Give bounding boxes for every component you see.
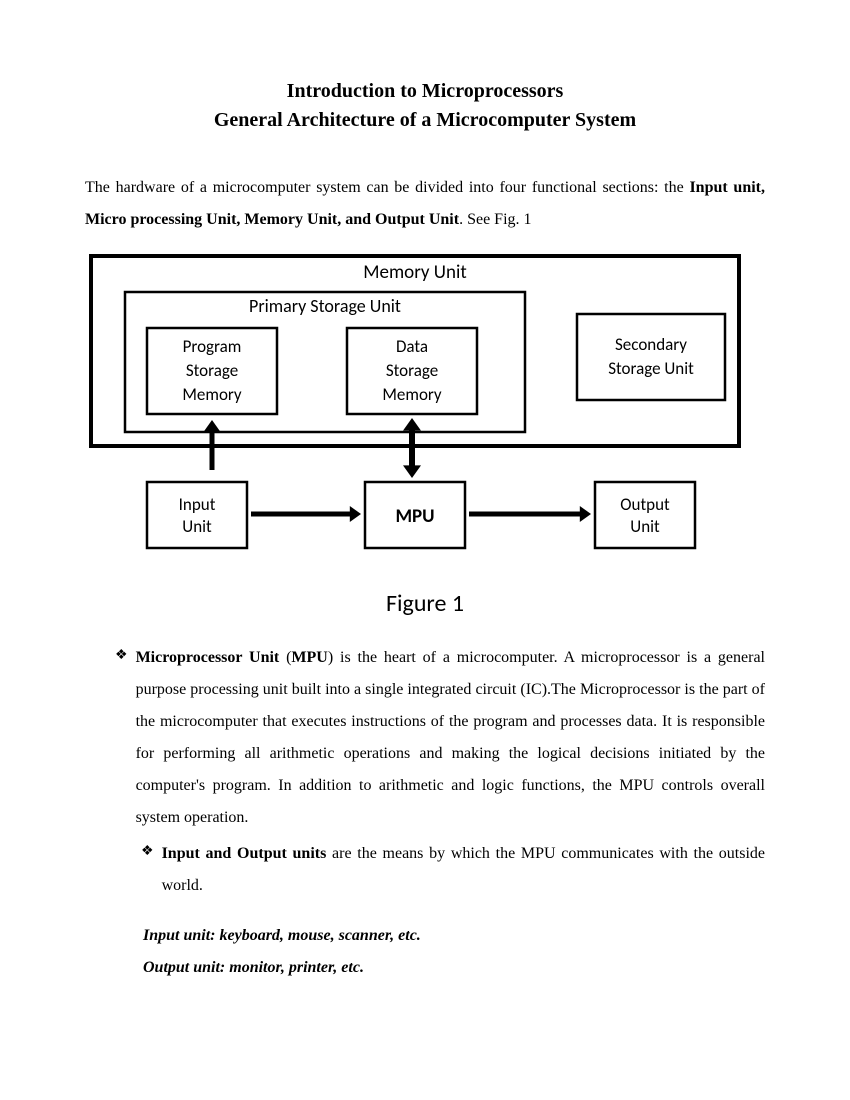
intro-paragraph: The hardware of a microcomputer system c…: [85, 172, 765, 236]
mpu-bullet: ❖ Microprocessor Unit (MPU) is the heart…: [115, 642, 765, 834]
svg-text:MPU: MPU: [395, 505, 434, 528]
title-line-2: General Architecture of a Microcomputer …: [85, 109, 765, 132]
diamond-bullet-icon: ❖: [115, 642, 128, 670]
svg-text:Unit: Unit: [182, 516, 212, 537]
svg-text:Memory: Memory: [182, 384, 242, 405]
intro-text-c: . See Fig. 1: [459, 211, 531, 228]
svg-text:Storage: Storage: [386, 360, 438, 381]
svg-text:Secondary: Secondary: [615, 334, 687, 355]
svg-text:Memory: Memory: [382, 384, 442, 405]
input-examples: Input unit: keyboard, mouse, scanner, et…: [143, 920, 765, 952]
svg-text:Data: Data: [396, 336, 428, 357]
architecture-diagram: Memory Unit Primary Storage Unit Program St…: [85, 250, 745, 575]
intro-text-a: The hardware of a microcomputer system c…: [85, 179, 689, 196]
svg-text:Storage Unit: Storage Unit: [608, 358, 694, 379]
io-term: Input and Output units: [162, 845, 327, 862]
svg-text:Memory Unit: Memory Unit: [363, 261, 467, 284]
mpu-desc: ) is the heart of a microcomputer. A mic…: [136, 649, 765, 826]
svg-text:Storage: Storage: [186, 360, 238, 381]
svg-text:Output: Output: [620, 494, 670, 515]
figure-caption: Figure 1: [85, 589, 765, 618]
mpu-paren-open: (: [279, 649, 291, 666]
io-bullet: ❖ Input and Output units are the means b…: [141, 838, 765, 902]
svg-text:Input: Input: [179, 494, 216, 515]
output-examples: Output unit: monitor, printer, etc.: [143, 952, 765, 984]
mpu-abbr: MPU: [291, 649, 327, 666]
svg-text:Program: Program: [183, 336, 242, 357]
svg-text:Primary Storage Unit: Primary Storage Unit: [249, 295, 401, 317]
diamond-bullet-icon: ❖: [141, 838, 154, 866]
svg-text:Unit: Unit: [630, 516, 660, 537]
mpu-term: Microprocessor Unit: [136, 649, 280, 666]
examples-block: Input unit: keyboard, mouse, scanner, et…: [143, 920, 765, 984]
title-line-1: Introduction to Microprocessors: [85, 80, 765, 103]
